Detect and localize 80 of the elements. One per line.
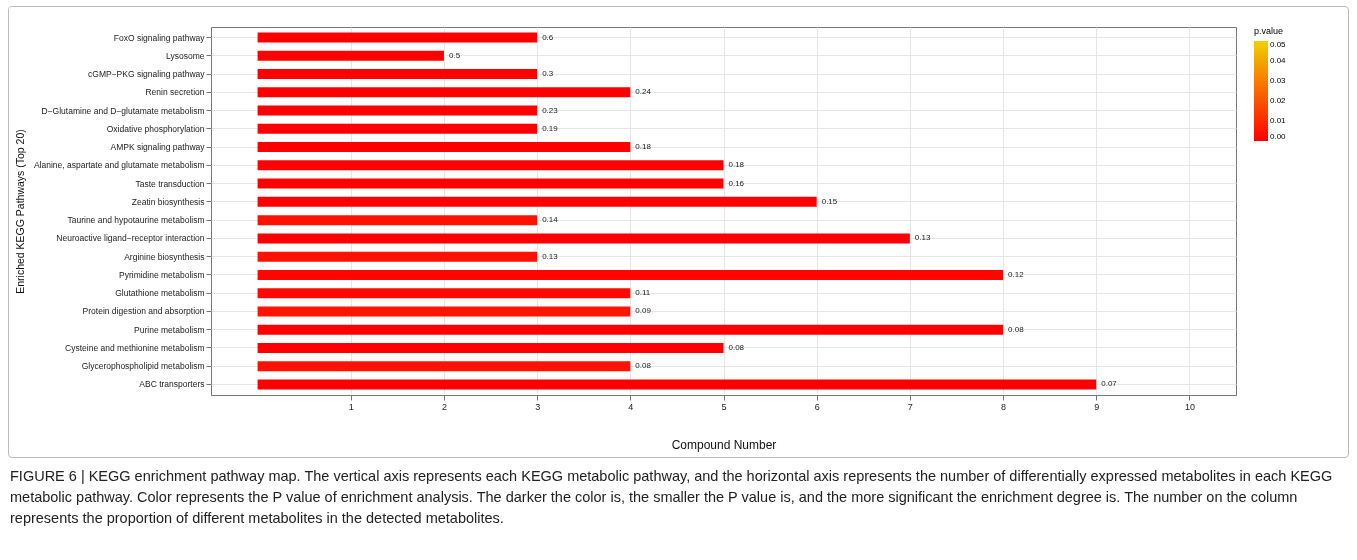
annotation: 0.11 bbox=[635, 288, 651, 298]
annotation: 0.3 bbox=[542, 69, 554, 79]
y-tick-label: Taste transduction bbox=[135, 178, 205, 189]
annotation: 0.19 bbox=[542, 123, 559, 133]
bar bbox=[257, 32, 538, 43]
annotation: 0.5 bbox=[448, 50, 461, 60]
annotation: 0.18 bbox=[635, 142, 652, 152]
annotation: 0.15 bbox=[821, 196, 838, 206]
color-bar-title: p.value bbox=[1254, 26, 1284, 36]
y-tick-label: Pyrimidine metabolism bbox=[119, 269, 205, 280]
color-bar-label: 0.04 bbox=[1270, 56, 1287, 65]
y-tick-label: Purine metabolism bbox=[134, 324, 205, 335]
color-bar-label: 0.00 bbox=[1270, 132, 1287, 141]
x-tick-label: 7 bbox=[907, 401, 913, 412]
annotation: 0.6 bbox=[542, 32, 554, 42]
annotation: 0.08 bbox=[728, 342, 745, 352]
bar bbox=[257, 123, 538, 134]
y-tick-label: FoxO signaling pathway bbox=[113, 32, 206, 43]
bar bbox=[257, 288, 631, 299]
color-bar-label: 0.03 bbox=[1270, 76, 1287, 85]
x-tick-label: 1 bbox=[348, 401, 354, 412]
bar bbox=[257, 178, 724, 189]
y-tick-label: ABC transporters bbox=[139, 379, 205, 390]
y-tick-label: D−Glutamine and D−glutamate metabolism bbox=[41, 105, 205, 116]
x-tick-label: 5 bbox=[721, 401, 727, 412]
bar bbox=[257, 269, 1004, 280]
bar bbox=[257, 379, 1097, 390]
y-tick-label: Neuroactive ligand−receptor interaction bbox=[56, 233, 205, 244]
x-tick-label: 4 bbox=[628, 401, 634, 412]
annotation: 0.07 bbox=[1101, 379, 1118, 389]
annotation: 0.24 bbox=[635, 87, 652, 97]
x-tick-label: 10 bbox=[1184, 401, 1195, 412]
caption: FIGURE 6 | KEGG enrichment pathway map. The vertical axis represents each KEGG metabolic pathway, and the horizontal axis represents the number of differentially expressed metabolites in each KEGG metabolic pathway. Color represents the P value of enrichment analysis. The darker the color is, the smaller the P value is, and the more significant the enrichment degree is. The number on the column represents the proportion of different metabolites in the detected metabolites. bbox=[10, 467, 1334, 528]
y-axis-title: Enriched KEGG Pathways (Top 20) bbox=[13, 129, 26, 294]
bar bbox=[257, 233, 910, 244]
bar bbox=[257, 342, 724, 353]
x-axis-title: Compound Number bbox=[671, 437, 777, 452]
x-tick-label: 2 bbox=[441, 401, 447, 412]
bar bbox=[257, 160, 724, 171]
bar bbox=[257, 324, 1004, 335]
y-tick-label: Renin secretion bbox=[145, 87, 205, 98]
color-bar-label: 0.01 bbox=[1270, 116, 1287, 125]
y-tick-label: Zeatin biosynthesis bbox=[131, 196, 205, 207]
color-bar-label: 0.02 bbox=[1270, 96, 1287, 105]
y-tick-label: Arginine biosynthesis bbox=[124, 251, 205, 262]
bar bbox=[257, 105, 538, 116]
x-tick-label: 6 bbox=[814, 401, 820, 412]
annotation: 0.12 bbox=[1008, 269, 1025, 279]
bar bbox=[257, 87, 631, 98]
y-tick-label: Taurine and hypotaurine metabolism bbox=[67, 215, 205, 226]
x-tick-label: 8 bbox=[1001, 401, 1007, 412]
x-tick-label: 3 bbox=[535, 401, 541, 412]
bar bbox=[257, 215, 538, 226]
annotation: 0.08 bbox=[635, 361, 652, 371]
annotation: 0.13 bbox=[542, 251, 559, 261]
annotation: 0.13 bbox=[914, 233, 931, 243]
bar bbox=[257, 196, 817, 207]
bar bbox=[257, 361, 631, 372]
bar bbox=[257, 50, 444, 61]
bar bbox=[257, 142, 631, 153]
y-tick-label: Alanine, aspartate and glutamate metabolism bbox=[33, 160, 205, 171]
y-tick-label: Glycerophospholipid metabolism bbox=[81, 361, 205, 372]
color-bar-label: 0.05 bbox=[1270, 40, 1287, 49]
y-tick-label: Protein digestion and absorption bbox=[82, 306, 205, 317]
annotation: 0.14 bbox=[542, 215, 559, 225]
y-tick-label: Oxidative phosphorylation bbox=[106, 123, 205, 134]
y-tick-label: Glutathione metabolism bbox=[115, 288, 205, 299]
bar bbox=[257, 69, 538, 80]
bar bbox=[257, 306, 631, 317]
y-tick-label: AMPK signaling pathway bbox=[110, 142, 206, 153]
y-tick-label: Lysosome bbox=[166, 50, 205, 61]
annotation: 0.16 bbox=[728, 178, 745, 188]
y-tick-label: cGMP−PKG signaling pathway bbox=[88, 69, 206, 80]
annotation: 0.09 bbox=[635, 306, 652, 316]
annotation: 0.08 bbox=[1008, 324, 1025, 334]
bar bbox=[257, 251, 538, 262]
x-tick-label: 9 bbox=[1094, 401, 1100, 412]
y-tick-label: Cysteine and methionine metabolism bbox=[65, 342, 205, 353]
annotation: 0.18 bbox=[728, 160, 745, 170]
annotation: 0.23 bbox=[542, 105, 559, 115]
